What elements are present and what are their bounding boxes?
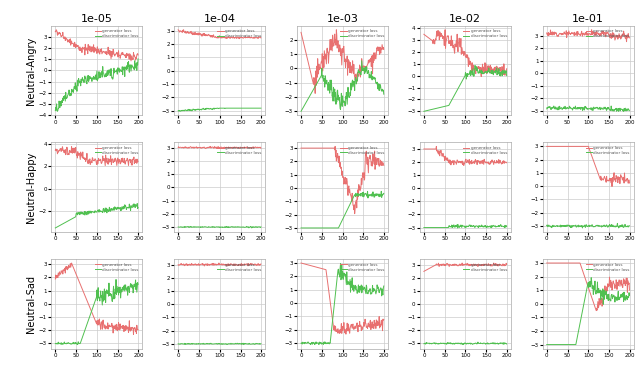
Legend: generator loss, discriminator loss: generator loss, discriminator loss [584,144,632,157]
Legend: generator loss, discriminator loss: generator loss, discriminator loss [584,28,632,40]
Title: 1e-04: 1e-04 [204,14,236,23]
Legend: generator loss, discriminator loss: generator loss, discriminator loss [461,28,509,40]
Legend: generator loss, discriminator loss: generator loss, discriminator loss [93,28,140,40]
Legend: generator loss, discriminator loss: generator loss, discriminator loss [461,261,509,273]
Title: 1e-02: 1e-02 [449,14,481,23]
Legend: generator loss, discriminator loss: generator loss, discriminator loss [461,144,509,157]
Legend: generator loss, discriminator loss: generator loss, discriminator loss [93,261,140,273]
Title: 1e-01: 1e-01 [572,14,604,23]
Y-axis label: Neutral-Angry: Neutral-Angry [26,36,36,105]
Y-axis label: Neutral-Sad: Neutral-Sad [26,275,36,333]
Legend: generator loss, discriminator loss: generator loss, discriminator loss [216,261,263,273]
Legend: generator loss, discriminator loss: generator loss, discriminator loss [584,261,632,273]
Legend: generator loss, discriminator loss: generator loss, discriminator loss [216,144,263,157]
Legend: generator loss, discriminator loss: generator loss, discriminator loss [339,28,386,40]
Y-axis label: Neutral-Happy: Neutral-Happy [26,152,36,223]
Title: 1e-05: 1e-05 [81,14,113,23]
Title: 1e-03: 1e-03 [326,14,358,23]
Legend: generator loss, discriminator loss: generator loss, discriminator loss [339,261,386,273]
Legend: generator loss, discriminator loss: generator loss, discriminator loss [339,144,386,157]
Legend: generator loss, discriminator loss: generator loss, discriminator loss [216,28,263,40]
Legend: generator loss, discriminator loss: generator loss, discriminator loss [93,144,140,157]
